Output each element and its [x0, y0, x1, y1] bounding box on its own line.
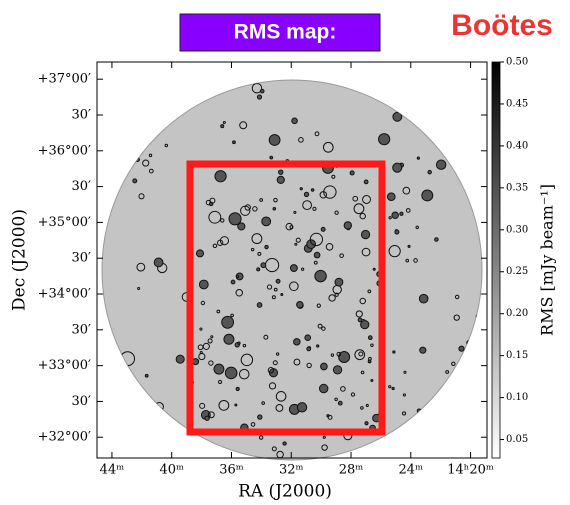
- figure: RMS map: Boötes RA (J2000) Dec (J2000) R…: [0, 0, 570, 505]
- y-tick-label: +36°00′: [38, 143, 91, 158]
- y-tick-label: +35°00′: [38, 215, 91, 230]
- x-tick-label: 24ᵐ: [399, 463, 424, 478]
- colorbar-tick-label: 0.25: [506, 266, 528, 277]
- colorbar-tick-label: 0.15: [506, 350, 528, 361]
- x-tick-label: 40ᵐ: [159, 463, 184, 478]
- x-tick-label: 28ᵐ: [339, 463, 364, 478]
- rms-image: [97, 62, 487, 460]
- x-tick-label: 14ʰ20ᵐ: [447, 463, 494, 478]
- x-axis-label: RA (J2000): [238, 482, 332, 502]
- x-tick-label: 32ᵐ: [279, 463, 304, 478]
- y-axis-label: Dec (J2000): [10, 209, 30, 311]
- colorbar-tick-label: 0.45: [506, 98, 528, 109]
- colorbar-tick-label: 0.40: [506, 140, 528, 151]
- y-tick-label: +32°00′: [38, 430, 91, 445]
- colorbar-tick-label: 0.30: [506, 224, 528, 235]
- y-tick-label: 30′: [72, 107, 92, 122]
- colorbar-tick-label: 0.10: [506, 392, 528, 403]
- y-tick-label: 30′: [72, 251, 92, 266]
- y-tick-label: 30′: [72, 179, 92, 194]
- colorbar-label: RMS [mJy beam⁻¹]: [538, 184, 557, 336]
- y-tick-label: 30′: [72, 322, 92, 337]
- colorbar-tick-label: 0.35: [506, 182, 528, 193]
- y-tick-label: 30′: [72, 394, 92, 409]
- y-tick-label: +34°00′: [38, 287, 91, 302]
- y-tick-label: +37°00′: [38, 72, 91, 87]
- y-tick-label: +33°00′: [38, 358, 91, 373]
- colorbar-tick-label: 0.20: [506, 308, 528, 319]
- colorbar: [492, 62, 500, 458]
- colorbar-tick-label: 0.05: [506, 434, 528, 445]
- field-name: Boötes: [451, 9, 553, 42]
- x-tick-label: 44ᵐ: [100, 463, 125, 478]
- title: RMS map:: [234, 21, 337, 44]
- colorbar-tick-label: 0.50: [506, 57, 528, 68]
- x-tick-label: 36ᵐ: [219, 463, 244, 478]
